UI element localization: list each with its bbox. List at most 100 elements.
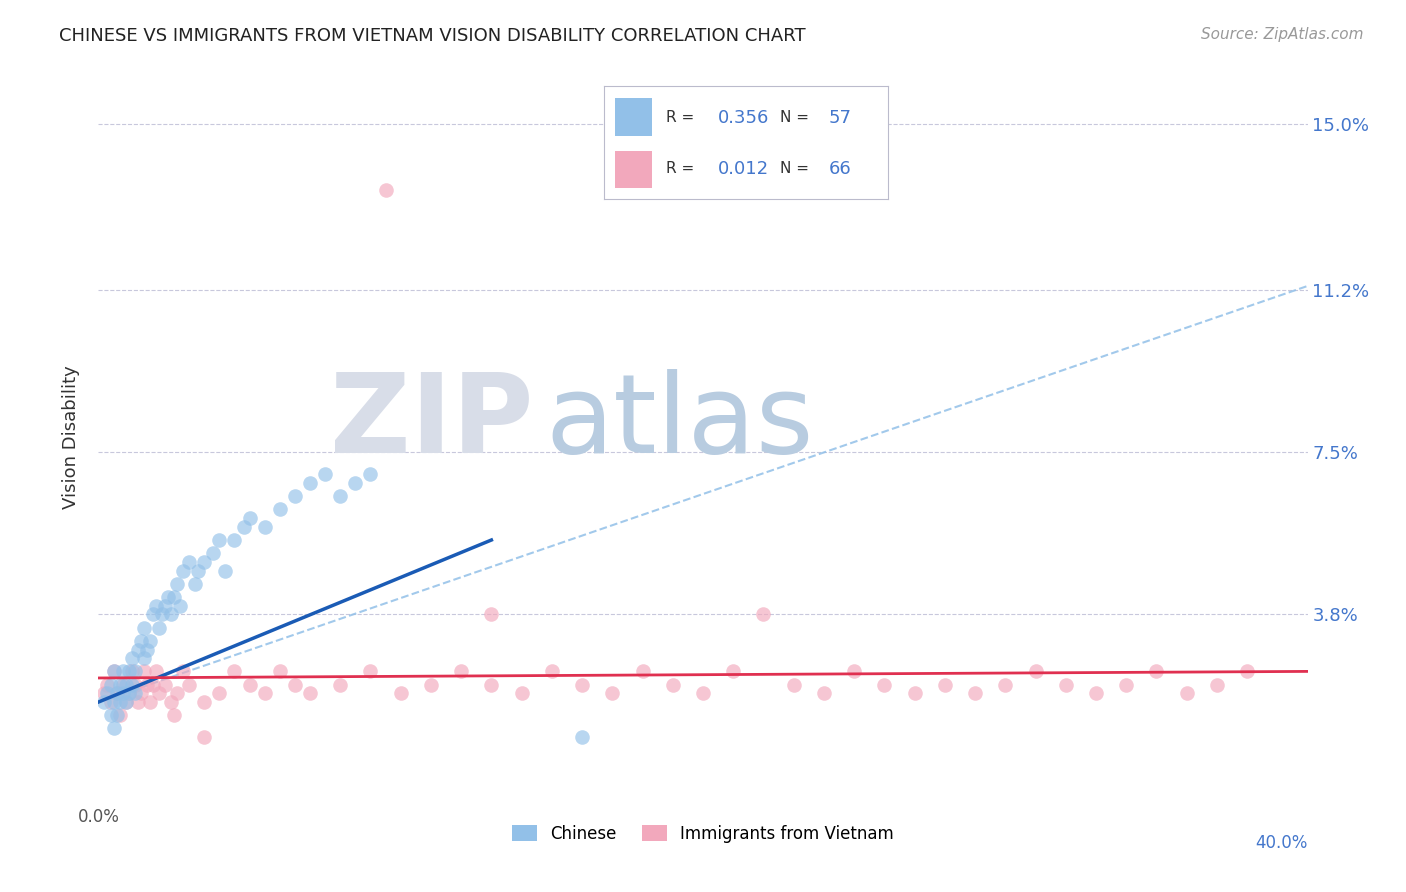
Point <box>121 651 143 665</box>
Point <box>239 511 262 525</box>
Point <box>1085 686 1108 700</box>
Point <box>100 708 122 723</box>
Point <box>103 665 125 679</box>
Point <box>844 665 866 679</box>
Point <box>224 665 246 679</box>
Point <box>1024 665 1046 679</box>
Point <box>124 665 146 679</box>
Point <box>127 642 149 657</box>
Point <box>873 677 896 691</box>
Point <box>661 677 683 691</box>
Point <box>602 686 624 700</box>
Point <box>166 686 188 700</box>
Text: Source: ZipAtlas.com: Source: ZipAtlas.com <box>1201 27 1364 42</box>
Point <box>187 564 209 578</box>
Point <box>571 730 593 744</box>
Point <box>360 665 382 679</box>
Point <box>145 665 167 679</box>
Point <box>208 686 231 700</box>
Text: 40.0%: 40.0% <box>1256 833 1308 852</box>
Point <box>118 665 141 679</box>
Point <box>269 502 291 516</box>
Point <box>329 677 352 691</box>
Point <box>239 677 262 691</box>
Point <box>299 476 322 491</box>
Point <box>631 665 654 679</box>
Point <box>374 183 396 197</box>
Text: atlas: atlas <box>546 369 814 476</box>
Point <box>269 665 291 679</box>
Point <box>965 686 987 700</box>
Point <box>481 607 503 622</box>
Point <box>135 677 157 691</box>
Point <box>129 686 152 700</box>
Point <box>108 708 131 723</box>
Point <box>253 686 276 700</box>
Point <box>105 708 128 723</box>
Point <box>184 576 207 591</box>
Point <box>284 677 307 691</box>
Point <box>142 677 165 691</box>
Point <box>1144 665 1167 679</box>
Point <box>202 546 225 560</box>
Point <box>1115 677 1137 691</box>
Legend: Chinese, Immigrants from Vietnam: Chinese, Immigrants from Vietnam <box>505 818 901 849</box>
Point <box>253 520 276 534</box>
Point <box>124 677 146 691</box>
Point <box>156 590 179 604</box>
Y-axis label: Vision Disability: Vision Disability <box>62 365 80 509</box>
Point <box>118 686 141 700</box>
Point <box>232 520 254 534</box>
Point <box>934 677 956 691</box>
Point <box>752 607 775 622</box>
Point <box>193 730 215 744</box>
Point <box>153 599 176 613</box>
Point <box>132 651 155 665</box>
Point <box>150 607 173 622</box>
Point <box>121 677 143 691</box>
Point <box>93 686 115 700</box>
Point <box>160 695 183 709</box>
Point <box>1054 677 1077 691</box>
Point <box>450 665 472 679</box>
Point <box>193 555 215 569</box>
Point <box>111 665 134 679</box>
Point <box>100 677 122 691</box>
Point <box>314 467 336 482</box>
Text: CHINESE VS IMMIGRANTS FROM VIETNAM VISION DISABILITY CORRELATION CHART: CHINESE VS IMMIGRANTS FROM VIETNAM VISIO… <box>59 27 806 45</box>
Point <box>132 665 155 679</box>
Point <box>103 722 125 736</box>
Point <box>142 607 165 622</box>
Point <box>124 686 146 700</box>
Point <box>224 533 246 547</box>
Point <box>93 695 115 709</box>
Point <box>108 677 131 691</box>
Point <box>114 695 136 709</box>
Point <box>299 686 322 700</box>
Point <box>723 665 745 679</box>
Point <box>783 677 806 691</box>
Point <box>105 686 128 700</box>
Point <box>172 665 194 679</box>
Point <box>129 633 152 648</box>
Point <box>813 686 835 700</box>
Point <box>139 633 162 648</box>
Point <box>121 665 143 679</box>
Point <box>692 686 714 700</box>
Point <box>163 590 186 604</box>
Point <box>148 621 170 635</box>
Point <box>103 695 125 709</box>
Point <box>329 489 352 503</box>
Point <box>166 576 188 591</box>
Point <box>1175 686 1198 700</box>
Point <box>105 686 128 700</box>
Point <box>139 695 162 709</box>
Point <box>179 555 201 569</box>
Point <box>114 677 136 691</box>
Point <box>103 665 125 679</box>
Point <box>96 677 118 691</box>
Point <box>172 564 194 578</box>
Point <box>111 686 134 700</box>
Point <box>208 533 231 547</box>
Point <box>108 695 131 709</box>
